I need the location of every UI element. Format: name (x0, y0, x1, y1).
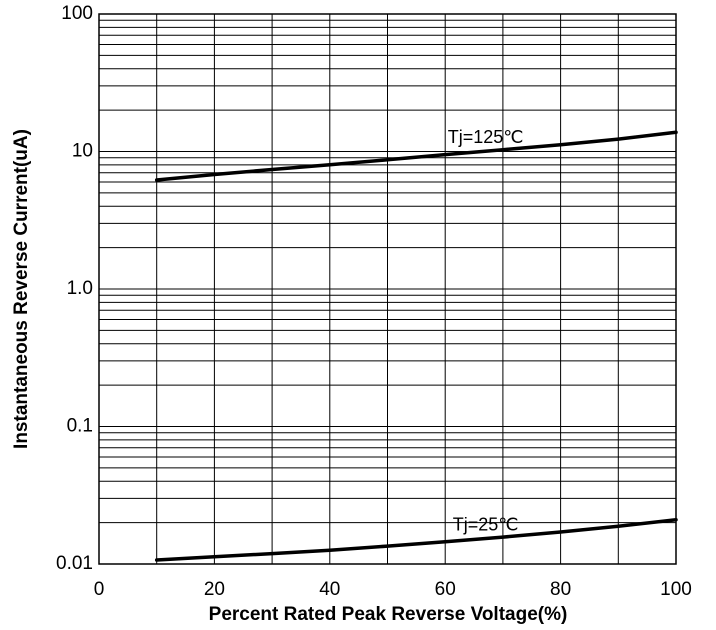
y-tick-label: 1.0 (67, 278, 93, 299)
y-tick-label: 10 (72, 141, 93, 162)
grid (99, 14, 676, 564)
x-tick-label: 80 (550, 579, 571, 600)
y-axis-title: Instantaneous Reverse Current(uA) (11, 129, 32, 449)
y-tick-label: 100 (61, 3, 93, 24)
x-tick-label: 0 (94, 579, 105, 600)
x-axis-title: Percent Rated Peak Reverse Voltage(%) (209, 604, 568, 625)
x-tick-label: 60 (435, 579, 456, 600)
series-line-tj25 (157, 520, 676, 560)
y-tick-label: 0.1 (67, 416, 93, 437)
x-tick-label: 100 (660, 579, 692, 600)
curves (157, 132, 676, 560)
y-tick-label: 0.01 (56, 553, 93, 574)
x-tick-labels: 0 20 40 60 80 100 (94, 579, 692, 600)
series-label-tj125: Tj=125℃ (448, 127, 524, 147)
y-tick-labels: 0.01 0.1 1.0 10 100 (56, 3, 93, 574)
series-label-tj25: Tj=25℃ (453, 514, 519, 534)
x-tick-label: 20 (204, 579, 225, 600)
x-tick-label: 40 (319, 579, 340, 600)
